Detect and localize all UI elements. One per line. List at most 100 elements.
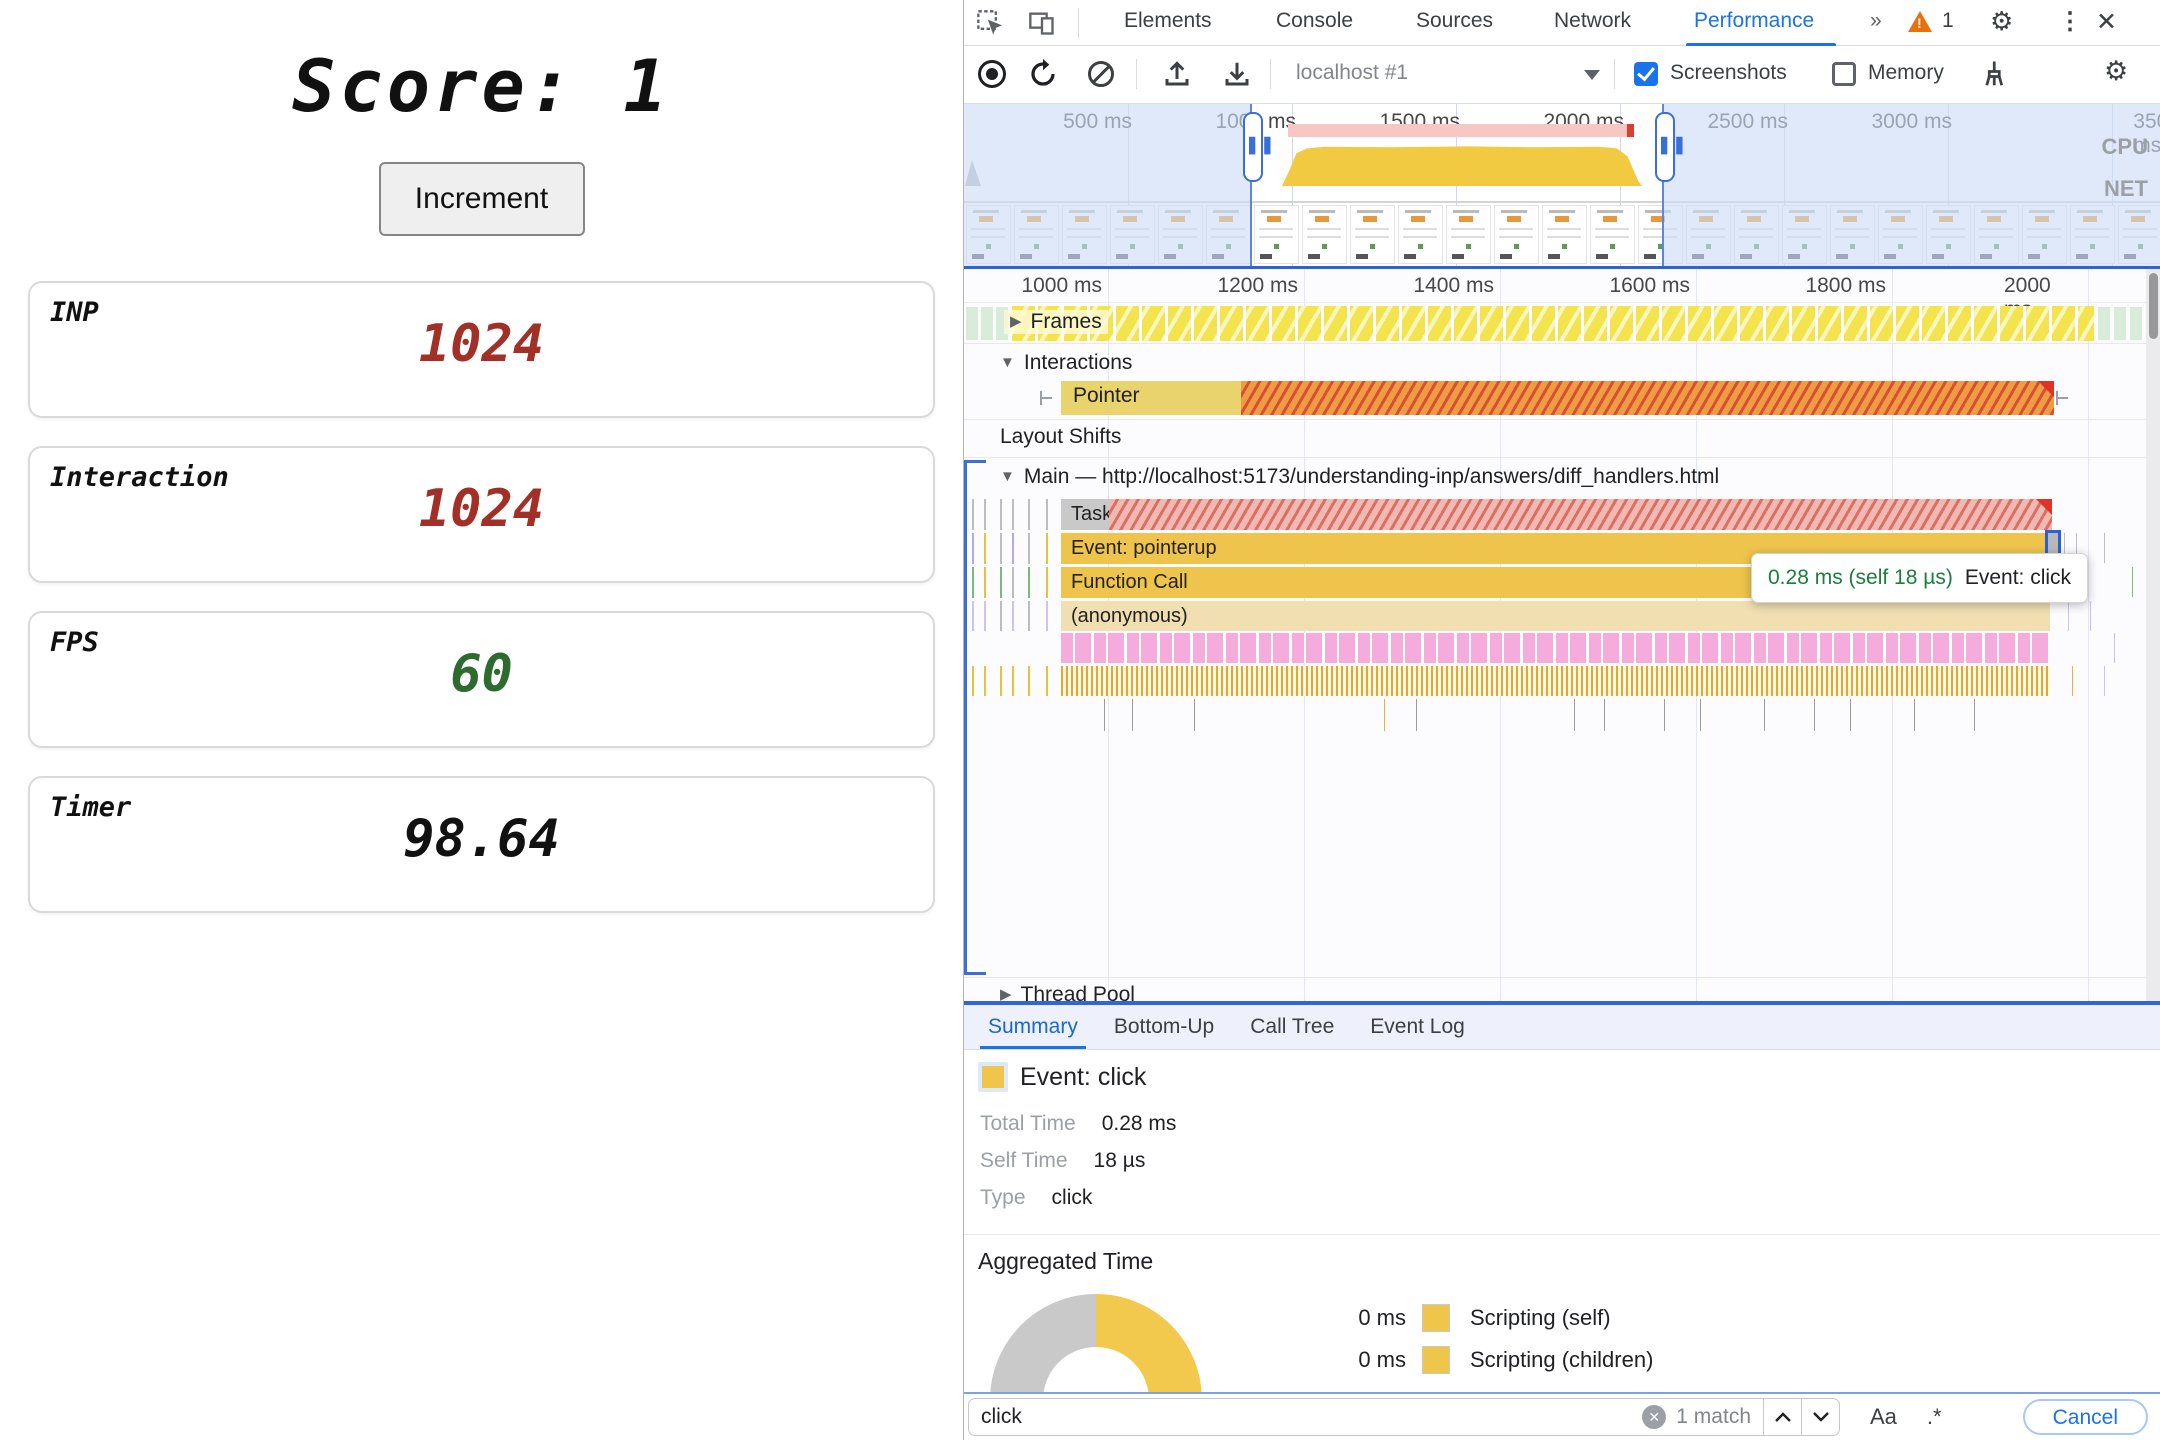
upload-profile-icon[interactable] — [1162, 59, 1192, 89]
mini-event-tick — [1012, 666, 1014, 696]
mini-event-tick — [2114, 633, 2115, 663]
selection-handle-right[interactable]: ❚❚ — [1655, 112, 1687, 182]
clear-search-icon[interactable]: ✕ — [1642, 1405, 1667, 1429]
screenshots-checkbox[interactable] — [1634, 62, 1658, 86]
screenshots-label[interactable]: Screenshots — [1670, 61, 1787, 84]
mini-event-tick — [1046, 533, 1048, 564]
pane-divider[interactable] — [964, 1001, 2160, 1005]
tab-bottom-up[interactable]: Bottom-Up — [1113, 1015, 1215, 1038]
thread-pool-track-label[interactable]: ▶ Thread Pool — [1000, 983, 1135, 1001]
warning-icon[interactable] — [1908, 11, 1932, 32]
gc-brush-icon[interactable] — [1978, 59, 2008, 89]
flame-chart[interactable]: 1000 ms 1200 ms 1400 ms 1600 ms 1800 ms … — [964, 269, 2160, 1001]
selection-edge-left[interactable] — [1250, 104, 1252, 266]
long-task-indicator — [1288, 124, 1634, 137]
tab-sources[interactable]: Sources — [1416, 9, 1494, 32]
ruler-label: 1000 ms — [1021, 274, 1102, 297]
record-icon[interactable] — [978, 60, 1006, 88]
select-caret-icon[interactable] — [1584, 70, 1600, 80]
main-track-label[interactable]: ▼ Main — http://localhost:5173/understand… — [1000, 465, 1720, 488]
tab-call-tree[interactable]: Call Tree — [1250, 1015, 1335, 1038]
mini-event-tick — [984, 666, 986, 696]
cancel-search-button[interactable]: Cancel — [2022, 1399, 2148, 1435]
page-title: Score: 1 — [292, 44, 671, 128]
settings-gear-icon[interactable]: ⚙ — [1990, 6, 2014, 36]
tab-elements[interactable]: Elements — [1124, 9, 1212, 32]
sparse-event-tick — [1974, 699, 1975, 731]
ruler-label: 1600 ms — [1609, 274, 1690, 297]
performance-toolbar: localhost #1 Screenshots Memory ⚙ — [964, 46, 2160, 104]
metric-card-fps: FPS 60 — [28, 611, 935, 748]
increment-button[interactable]: Increment — [378, 162, 585, 236]
task-bar-head[interactable]: Task — [1061, 499, 1109, 530]
mini-event-tick — [1000, 601, 1002, 631]
frame-green — [966, 307, 978, 340]
screenshot-thumbnail[interactable] — [1494, 205, 1539, 264]
anonymous-bar[interactable]: (anonymous) — [1061, 601, 2050, 631]
mini-event-tick — [1046, 601, 1048, 631]
close-devtools-icon[interactable]: ✕ — [2096, 8, 2117, 36]
selection-edge-right[interactable] — [1662, 104, 1664, 266]
regex-button[interactable]: .* — [1926, 1404, 1942, 1429]
download-profile-icon[interactable] — [1222, 59, 1252, 89]
flame-scrollbar[interactable] — [2146, 269, 2160, 1001]
mini-event-tick — [972, 533, 974, 564]
separator — [1136, 59, 1137, 89]
screenshot-thumbnail[interactable] — [1350, 205, 1395, 264]
next-match-button[interactable] — [1801, 1399, 1839, 1435]
mini-event-tick — [2068, 601, 2069, 631]
layout-shifts-track-label[interactable]: Layout Shifts — [1000, 425, 1122, 448]
match-case-button[interactable]: Aa — [1870, 1404, 1897, 1429]
sparse-event-tick — [1104, 699, 1105, 731]
separator — [964, 457, 2160, 458]
summary-row: Type click — [980, 1186, 1093, 1209]
dense-yellow-events-row[interactable] — [1061, 666, 2050, 696]
mini-event-tick — [1012, 499, 1014, 530]
screenshot-thumbnail[interactable] — [1398, 205, 1443, 264]
dense-pink-events-row[interactable] — [1061, 633, 2050, 663]
memory-checkbox[interactable] — [1832, 62, 1856, 86]
summary-heading-text: Event: click — [1020, 1062, 1147, 1091]
tab-console[interactable]: Console — [1276, 9, 1354, 32]
history-select[interactable]: localhost #1 — [1296, 61, 1409, 84]
mini-event-tick — [1000, 666, 1002, 696]
long-task-bar[interactable] — [1109, 499, 2052, 530]
mini-event-tick — [984, 601, 986, 631]
sparse-event-tick — [1194, 699, 1195, 731]
clear-recording-icon[interactable] — [1088, 61, 1114, 87]
timeline-overview[interactable]: 500 ms 1000 ms 1500 ms 2000 ms 2500 ms 3… — [964, 104, 2160, 269]
selection-handle-left[interactable]: ❚❚ — [1243, 112, 1275, 182]
devtools-panel: Elements Console Sources Network Perform… — [963, 0, 2160, 1440]
search-input[interactable]: click ✕ 1 match — [968, 1398, 1840, 1436]
frames-track[interactable]: ▶ Frames — [964, 306, 2146, 341]
device-toolbar-icon[interactable] — [1028, 9, 1056, 37]
memory-label[interactable]: Memory — [1868, 61, 1944, 84]
selected-track-bracket — [964, 460, 967, 975]
tab-performance[interactable]: Performance — [1694, 9, 1815, 32]
screenshot-thumbnail[interactable] — [1302, 205, 1347, 264]
interactions-track-label[interactable]: ▼ Interactions — [1000, 351, 1133, 374]
frames-track-label[interactable]: ▶ Frames — [1004, 310, 1108, 334]
reload-record-icon[interactable] — [1028, 59, 1058, 89]
mini-event-tick — [972, 666, 974, 696]
screenshot-thumbnail[interactable] — [1542, 205, 1587, 264]
tab-event-log[interactable]: Event Log — [1370, 1015, 1465, 1038]
screenshot-thumbnail[interactable] — [1254, 205, 1299, 264]
screenshot-thumbnail[interactable] — [1446, 205, 1491, 264]
inspect-element-icon[interactable] — [976, 9, 1004, 37]
previous-match-button[interactable] — [1763, 1399, 1801, 1435]
flame-scrollbar-thumb[interactable] — [2149, 273, 2158, 339]
tab-summary[interactable]: Summary — [970, 1005, 1096, 1049]
search-query[interactable]: click — [981, 1405, 1022, 1428]
devtools-tabbar: Elements Console Sources Network Perform… — [964, 0, 2160, 46]
pointer-interaction-bar[interactable]: Pointer — [1061, 381, 2054, 415]
tab-network[interactable]: Network — [1554, 9, 1632, 32]
more-options-icon[interactable]: ⋮ — [2058, 8, 2082, 35]
mini-event-tick — [1000, 533, 1002, 564]
capture-settings-gear-icon[interactable]: ⚙ — [2104, 56, 2129, 86]
screenshot-thumbnail[interactable] — [1590, 205, 1635, 264]
more-tabs-chevron-icon[interactable]: » — [1870, 9, 1882, 32]
metric-label: INP — [50, 297, 99, 328]
warning-count[interactable]: 1 — [1942, 9, 1954, 32]
metric-value: 1024 — [418, 479, 545, 540]
